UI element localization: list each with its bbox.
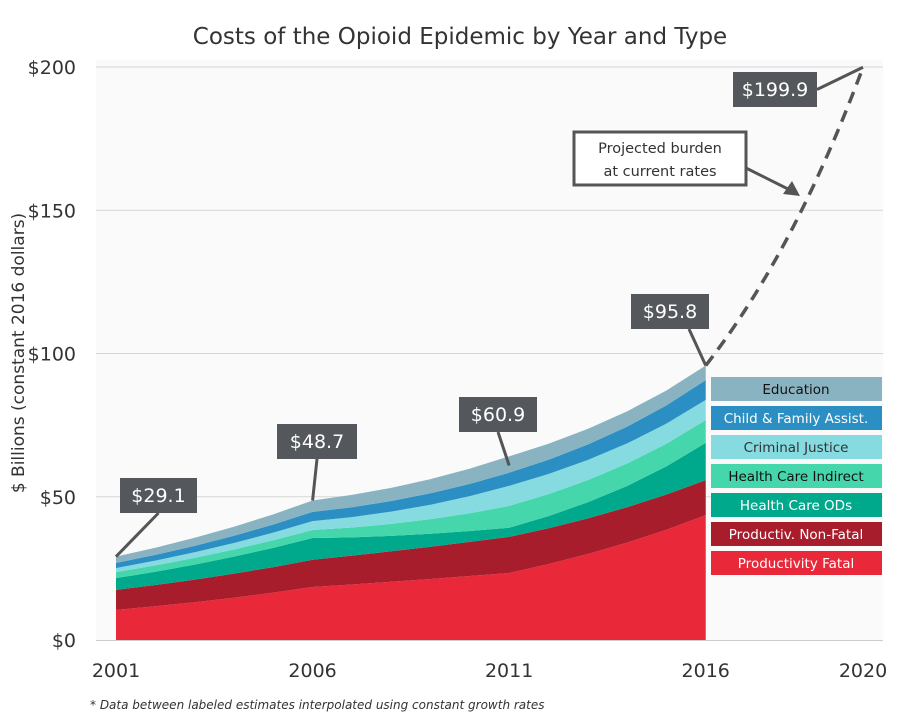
y-tick-label: $0 xyxy=(52,630,76,652)
legend-swatch xyxy=(711,377,882,401)
legend-label: Criminal Justice xyxy=(744,440,849,456)
arrowhead-icon xyxy=(783,181,800,196)
x-tick-label: 2011 xyxy=(485,660,533,682)
legend-swatch xyxy=(711,406,882,430)
legend-label: Health Care Indirect xyxy=(728,469,863,485)
legend-item: Productiv. Non-Fatal xyxy=(711,522,882,546)
callout-box xyxy=(631,294,709,329)
x-tick-label: 2001 xyxy=(92,660,140,682)
callout-label: $199.9 xyxy=(742,79,808,101)
y-tick-label: $150 xyxy=(28,200,76,222)
legend-swatch xyxy=(711,464,882,488)
legend-swatch xyxy=(711,551,882,575)
legend-swatch xyxy=(711,435,882,459)
y-tick-label: $50 xyxy=(40,487,76,509)
legend-item: Education xyxy=(711,377,882,401)
callout-leader xyxy=(311,458,319,501)
annotation-line1: Projected burden xyxy=(598,141,722,157)
legend-swatch xyxy=(711,522,882,546)
annotation-projected: Projected burden at current rates xyxy=(572,130,800,196)
y-axis-label: $ Billions (constant 2016 dollars) xyxy=(9,213,29,493)
callout-box xyxy=(120,478,197,513)
legend-label: Productivity Fatal xyxy=(738,556,854,572)
legend-item: Criminal Justice xyxy=(711,435,882,459)
legend-item: Health Care ODs xyxy=(711,493,882,517)
annotation-arrow-line xyxy=(745,166,791,192)
x-tick-label: 2016 xyxy=(682,660,730,682)
callout-label: $60.9 xyxy=(471,404,525,426)
area-productiv-non-fatal xyxy=(116,480,706,610)
legend-swatch xyxy=(711,493,882,517)
y-tick-label: $100 xyxy=(28,344,76,366)
annotation-line2: at current rates xyxy=(603,164,716,180)
callout-leader xyxy=(816,65,864,91)
area-education xyxy=(116,365,706,563)
callout-box xyxy=(459,397,537,432)
x-tick-label: 2006 xyxy=(288,660,336,682)
callout-leader xyxy=(114,511,160,558)
callout-box xyxy=(277,424,357,459)
legend-label: Health Care ODs xyxy=(740,498,852,514)
callout-label: $29.1 xyxy=(131,485,185,507)
chart-title: Costs of the Opioid Epidemic by Year and… xyxy=(193,24,727,50)
callout-leader xyxy=(496,431,511,466)
area-health-care-ods xyxy=(116,442,706,590)
projection-line xyxy=(704,66,865,367)
y-tick-label: $200 xyxy=(28,57,76,79)
legend-item: Health Care Indirect xyxy=(711,464,882,488)
area-productivity-fatal xyxy=(116,515,706,640)
area-health-care-indirect xyxy=(116,419,706,579)
legend-item: Productivity Fatal xyxy=(711,551,882,575)
callout-box xyxy=(733,72,817,107)
callout-label: $48.7 xyxy=(290,431,344,453)
legend-label: Productiv. Non-Fatal xyxy=(729,527,863,543)
legend-label: Education xyxy=(762,382,829,398)
footnote: * Data between labeled estimates interpo… xyxy=(90,698,545,712)
legend-item: Child & Family Assist. xyxy=(711,406,882,430)
callout-label: $95.8 xyxy=(643,301,697,323)
callout-leader xyxy=(687,328,708,367)
x-tick-label: 2020 xyxy=(839,660,887,682)
legend-label: Child & Family Assist. xyxy=(724,411,869,427)
